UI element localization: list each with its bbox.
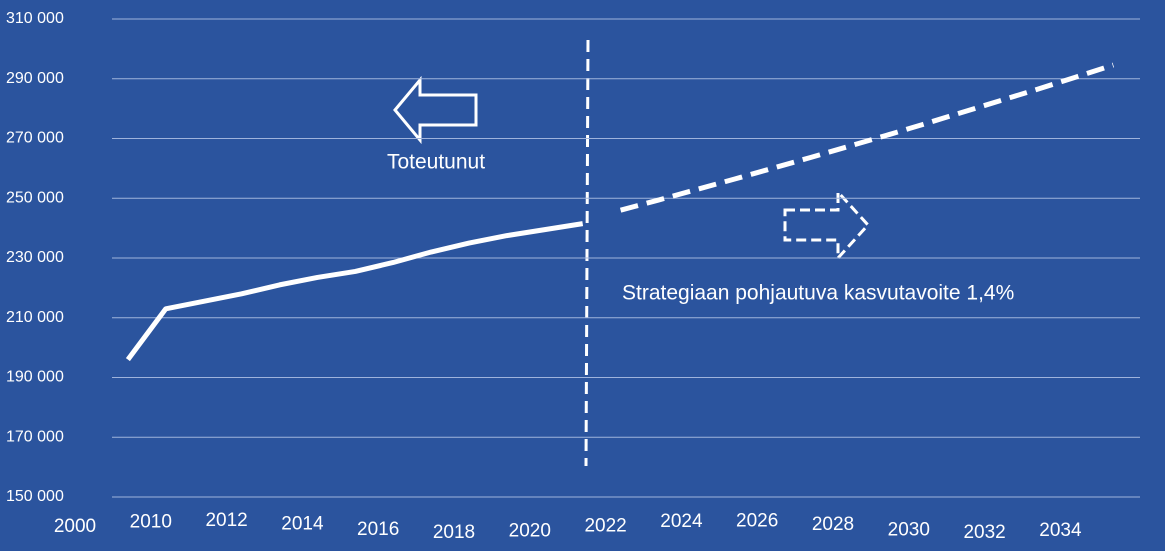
divider-line — [584, 39, 590, 467]
x-tick-label: 2032 — [963, 522, 1005, 543]
y-tick-label: 230 000 — [6, 249, 64, 266]
x-tick-label: 2012 — [205, 510, 247, 531]
series-line — [125, 221, 584, 362]
x-tick-label: 2000 — [54, 516, 96, 537]
y-tick-label: 310 000 — [6, 10, 64, 27]
y-tick-label: 190 000 — [6, 369, 64, 386]
x-tick-label: 2020 — [509, 520, 551, 541]
x-tick-label: 2010 — [130, 511, 172, 532]
x-tick-label: 2014 — [281, 514, 324, 535]
annotation: Toteutunut — [387, 151, 485, 174]
x-tick-label: 2030 — [888, 519, 930, 540]
y-tick-label: 170 000 — [6, 428, 64, 445]
y-tick-label: 210 000 — [6, 309, 64, 326]
x-tick-label: 2016 — [357, 519, 399, 540]
x-tick-label: 2034 — [1039, 520, 1082, 541]
y-tick-label: 290 000 — [6, 70, 64, 87]
left-arrow — [393, 75, 478, 145]
x-tick-label: 2024 — [660, 511, 703, 532]
y-tick-label: 250 000 — [6, 189, 64, 206]
x-tick-label: 2028 — [812, 514, 854, 535]
x-tick-label: 2026 — [736, 510, 778, 531]
annotation: Strategiaan pohjautuva kasvutavoite 1,4% — [622, 282, 1014, 305]
y-tick-label: 150 000 — [6, 488, 64, 505]
series-line — [619, 62, 1115, 213]
x-tick-label: 2018 — [433, 522, 475, 543]
y-tick-label: 270 000 — [6, 130, 64, 147]
right-arrow — [783, 188, 871, 262]
x-tick-label: 2022 — [584, 516, 626, 537]
